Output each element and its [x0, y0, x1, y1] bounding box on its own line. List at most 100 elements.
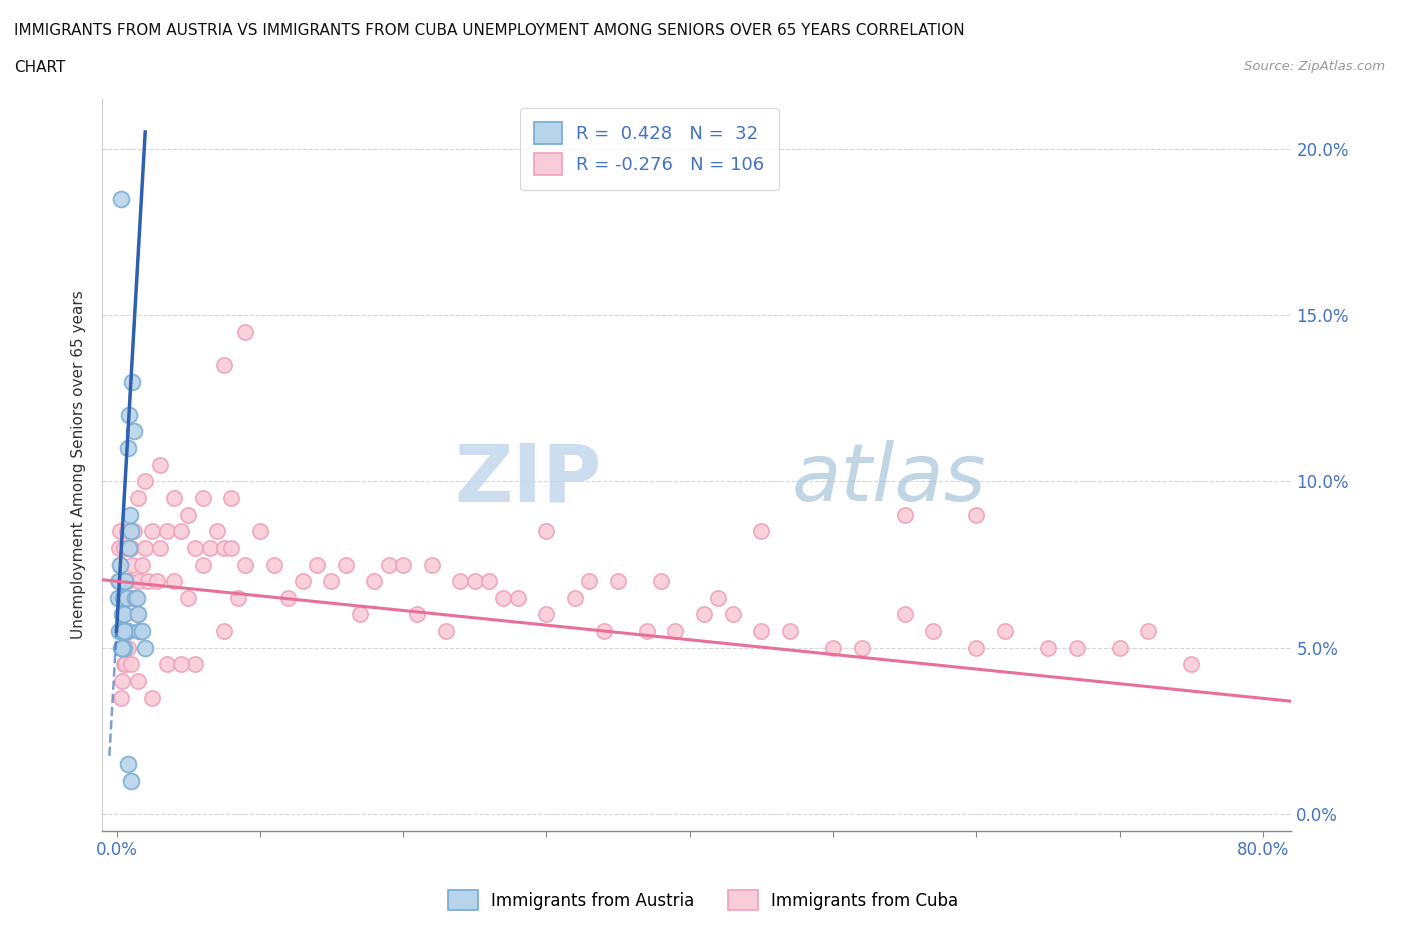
Point	[124, 591, 146, 605]
Point	[148, 458, 170, 472]
Point	[141, 690, 163, 705]
Point	[108, 624, 131, 639]
Point	[127, 607, 149, 622]
Point	[111, 673, 134, 688]
Point	[392, 557, 415, 572]
Point	[127, 491, 149, 506]
Point	[118, 624, 141, 639]
Point	[449, 574, 471, 589]
Point	[212, 624, 235, 639]
Point	[118, 591, 141, 605]
Point	[228, 591, 250, 605]
Point	[235, 557, 257, 572]
Point	[335, 557, 357, 572]
Point	[291, 574, 314, 589]
Point	[212, 357, 235, 372]
Point	[117, 574, 139, 589]
Point	[110, 191, 132, 206]
Point	[131, 557, 153, 572]
Y-axis label: Unemployment Among Seniors over 65 years: Unemployment Among Seniors over 65 years	[72, 290, 86, 639]
Point	[122, 524, 145, 538]
Point	[564, 591, 586, 605]
Point	[191, 557, 214, 572]
Point	[205, 524, 228, 538]
Point	[277, 591, 299, 605]
Point	[749, 524, 772, 538]
Point	[114, 574, 136, 589]
Point	[114, 607, 136, 622]
Point	[821, 641, 844, 656]
Point	[1036, 641, 1059, 656]
Text: ZIP: ZIP	[454, 441, 602, 518]
Point	[749, 624, 772, 639]
Legend: R =  0.428   N =  32, R = -0.276   N = 106: R = 0.428 N = 32, R = -0.276 N = 106	[520, 108, 779, 190]
Point	[184, 657, 207, 671]
Point	[125, 591, 148, 605]
Point	[134, 474, 156, 489]
Point	[115, 524, 138, 538]
Point	[177, 591, 200, 605]
Point	[249, 524, 271, 538]
Point	[127, 673, 149, 688]
Point	[219, 540, 242, 555]
Point	[664, 624, 686, 639]
Point	[115, 624, 138, 639]
Point	[212, 540, 235, 555]
Point	[108, 591, 131, 605]
Point	[1137, 624, 1160, 639]
Point	[578, 574, 600, 589]
Text: IMMIGRANTS FROM AUSTRIA VS IMMIGRANTS FROM CUBA UNEMPLOYMENT AMONG SENIORS OVER : IMMIGRANTS FROM AUSTRIA VS IMMIGRANTS FR…	[14, 23, 965, 38]
Point	[607, 574, 630, 589]
Point	[349, 607, 371, 622]
Point	[110, 690, 132, 705]
Point	[536, 607, 558, 622]
Point	[434, 624, 457, 639]
Point	[115, 624, 138, 639]
Point	[114, 657, 136, 671]
Point	[263, 557, 285, 572]
Point	[1108, 641, 1130, 656]
Point	[198, 540, 221, 555]
Point	[307, 557, 329, 572]
Point	[1180, 657, 1202, 671]
Point	[117, 641, 139, 656]
Point	[464, 574, 486, 589]
Point	[163, 574, 186, 589]
Point	[506, 591, 529, 605]
Point	[965, 641, 987, 656]
Text: CHART: CHART	[14, 60, 66, 75]
Point	[177, 507, 200, 522]
Point	[112, 607, 135, 622]
Point	[118, 540, 141, 555]
Point	[121, 557, 143, 572]
Point	[851, 641, 873, 656]
Point	[693, 607, 716, 622]
Point	[111, 591, 134, 605]
Point	[120, 524, 142, 538]
Point	[120, 507, 142, 522]
Point	[235, 325, 257, 339]
Point	[363, 574, 385, 589]
Point	[536, 524, 558, 538]
Text: Source: ZipAtlas.com: Source: ZipAtlas.com	[1244, 60, 1385, 73]
Point	[145, 574, 167, 589]
Point	[156, 657, 179, 671]
Point	[478, 574, 501, 589]
Point	[120, 774, 142, 789]
Text: atlas: atlas	[792, 441, 987, 518]
Point	[112, 657, 135, 671]
Point	[148, 540, 170, 555]
Point	[111, 624, 134, 639]
Point	[707, 591, 730, 605]
Point	[107, 574, 129, 589]
Point	[120, 657, 142, 671]
Point	[922, 624, 945, 639]
Point	[156, 524, 179, 538]
Point	[184, 540, 207, 555]
Point	[117, 591, 139, 605]
Point	[110, 624, 132, 639]
Point	[219, 491, 242, 506]
Point	[111, 574, 134, 589]
Point	[1066, 641, 1088, 656]
Point	[112, 540, 135, 555]
